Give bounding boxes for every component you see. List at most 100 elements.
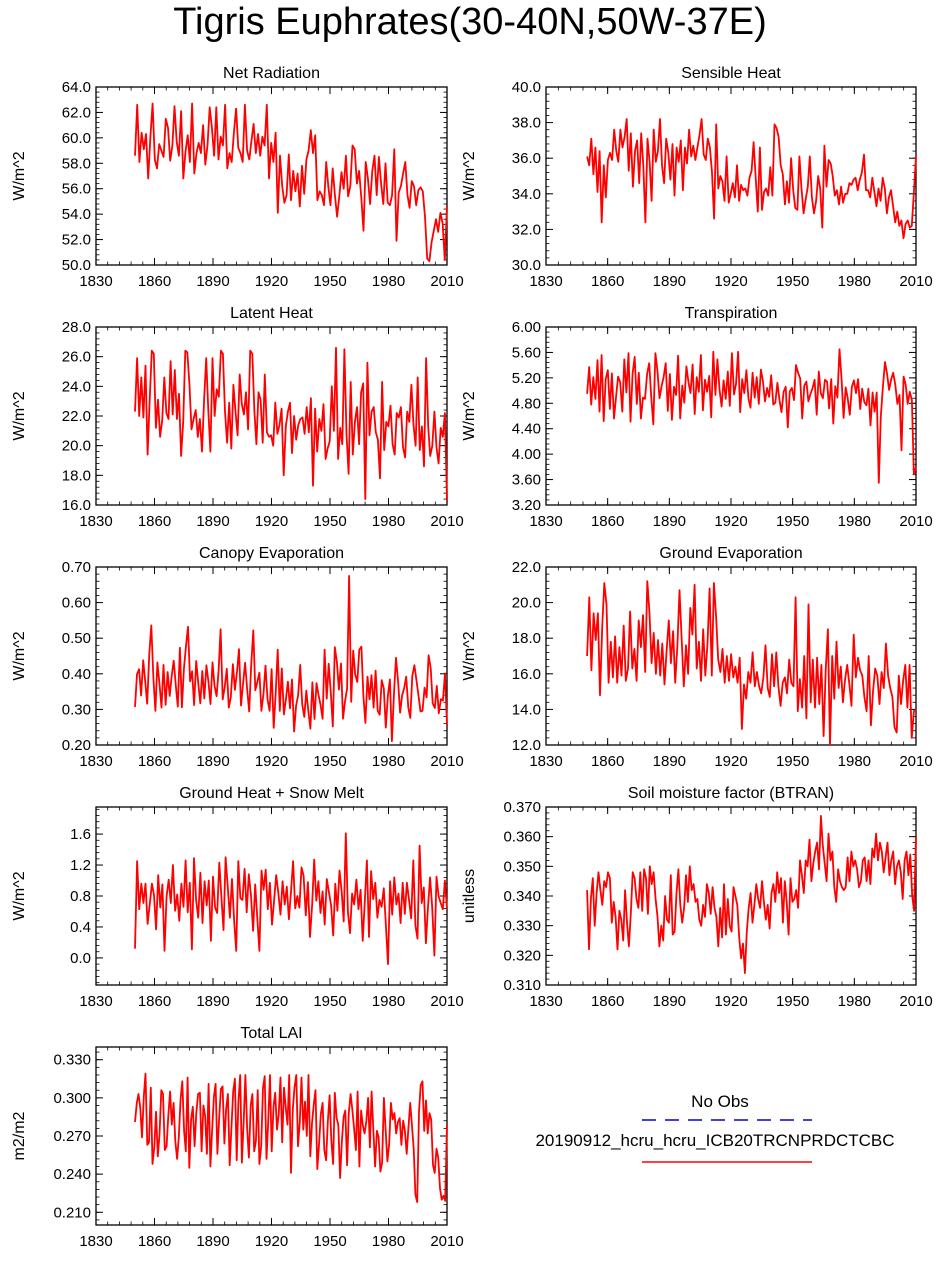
x-tick-label: 1890 xyxy=(653,993,686,1010)
chart-total-lai: Total LAI m2/m2 0.210 0.240 0.270 0.300 0.330 1… xyxy=(11,1025,464,1250)
x-tick-label: 2010 xyxy=(899,513,932,530)
x-tick-label: 2010 xyxy=(430,753,463,770)
y-tick-label: 3.60 xyxy=(512,472,541,489)
chart-title: Ground Heat + Snow Melt xyxy=(179,785,364,802)
series-line-ground-heat-snow-melt xyxy=(134,832,448,965)
x-tick-label: 1890 xyxy=(196,993,229,1010)
x-tick-label: 1920 xyxy=(255,753,288,770)
series-line-transpiration xyxy=(586,348,917,484)
x-tick-label: 2010 xyxy=(430,1233,463,1250)
x-tick-label: 1920 xyxy=(714,513,747,530)
x-tick-label: 1830 xyxy=(529,993,562,1010)
x-tick-label: 1950 xyxy=(776,513,809,530)
series-line-soil-moisture-factor-btran xyxy=(586,815,917,974)
chart-latent-heat: Latent Heat W/m^2 16.0 18.0 20.0 22.0 24.0 26.0… xyxy=(11,305,464,530)
y-tick-label: 0.20 xyxy=(62,737,91,754)
y-tick-label: 28.0 xyxy=(62,319,91,336)
x-tick-label: 2010 xyxy=(899,993,932,1010)
y-tick-label: 0.70 xyxy=(62,559,91,576)
chart-title: Latent Heat xyxy=(230,305,313,322)
x-tick-label: 1860 xyxy=(138,1233,171,1250)
y-tick-label: 0.300 xyxy=(53,1090,91,1107)
x-tick-label: 1830 xyxy=(79,273,112,290)
series-line-canopy-evaporation xyxy=(134,575,448,742)
x-tick-label: 2010 xyxy=(430,993,463,1010)
x-tick-label: 1980 xyxy=(372,513,405,530)
y-tick-label: 52.0 xyxy=(62,232,91,249)
y-tick-label: 3.20 xyxy=(512,497,541,514)
legend-case-label: 20190912_hcru_hcru_ICB20TRCNPRDCTCBC xyxy=(535,1131,895,1150)
y-tick-label: 1.6 xyxy=(70,826,91,843)
y-tick-label: 0.8 xyxy=(70,888,91,905)
x-tick-label: 1950 xyxy=(313,993,346,1010)
x-tick-label: 1860 xyxy=(591,513,624,530)
x-tick-label: 1890 xyxy=(196,513,229,530)
y-tick-label: 6.00 xyxy=(512,319,541,336)
x-tick-label: 1890 xyxy=(653,753,686,770)
y-tick-label: 0.350 xyxy=(503,858,541,875)
y-tick-label: 12.0 xyxy=(512,737,541,754)
x-tick-label: 1920 xyxy=(714,273,747,290)
x-tick-label: 1860 xyxy=(138,513,171,530)
y-tick-label: 18.0 xyxy=(62,467,91,484)
x-tick-label: 2010 xyxy=(430,273,463,290)
x-tick-label: 1980 xyxy=(838,513,871,530)
chart-soil-moisture-factor-btran: Soil moisture factor (BTRAN) unitless 0.31… xyxy=(461,785,933,1010)
y-tick-label: 5.20 xyxy=(512,370,541,387)
chart-title: Total LAI xyxy=(240,1025,302,1042)
y-tick-label: 0.210 xyxy=(53,1204,91,1221)
chart-ground-evaporation: Ground Evaporation W/m^2 12.0 14.0 16.0 18.0 2… xyxy=(461,545,933,770)
y-tick-label: 20.0 xyxy=(512,595,541,612)
x-tick-label: 1890 xyxy=(196,1233,229,1250)
y-tick-label: 14.0 xyxy=(512,701,541,718)
main-title: Tigris Euphrates(30-40N,50W-37E) xyxy=(173,1,767,43)
y-tick-label: 0.330 xyxy=(503,918,541,935)
chart-title: Soil moisture factor (BTRAN) xyxy=(628,785,834,802)
y-tick-label: 4.00 xyxy=(512,446,541,463)
y-tick-label: 60.0 xyxy=(62,130,91,147)
y-tick-label: 0.360 xyxy=(503,829,541,846)
legend-obs-label: No Obs xyxy=(691,1092,749,1111)
x-tick-label: 1830 xyxy=(79,513,112,530)
y-tick-label: 22.0 xyxy=(62,408,91,425)
y-tick-label: 58.0 xyxy=(62,155,91,172)
y-tick-label: 0.310 xyxy=(503,977,541,994)
y-axis-label: W/m^2 xyxy=(11,871,28,920)
x-tick-label: 2010 xyxy=(430,513,463,530)
y-tick-label: 32.0 xyxy=(512,221,541,238)
x-tick-label: 1920 xyxy=(714,753,747,770)
x-tick-label: 1950 xyxy=(313,753,346,770)
y-tick-label: 0.50 xyxy=(62,630,91,647)
y-tick-label: 1.2 xyxy=(70,857,91,874)
y-tick-label: 0.320 xyxy=(503,947,541,964)
x-tick-label: 1830 xyxy=(529,513,562,530)
x-tick-label: 1890 xyxy=(196,753,229,770)
x-tick-label: 1920 xyxy=(255,273,288,290)
y-tick-label: 0.0 xyxy=(70,950,91,967)
chart-ground-heat-snow-melt: Ground Heat + Snow Melt W/m^2 0.0 0.4 0.8 1.2… xyxy=(11,785,464,1010)
y-tick-label: 38.0 xyxy=(512,115,541,132)
y-tick-label: 54.0 xyxy=(62,206,91,223)
x-tick-label: 2010 xyxy=(899,273,932,290)
x-tick-label: 1920 xyxy=(255,993,288,1010)
chart-title: Sensible Heat xyxy=(681,65,781,82)
x-tick-label: 1980 xyxy=(372,753,405,770)
chart-title: Transpiration xyxy=(685,305,778,322)
x-tick-label: 1950 xyxy=(313,273,346,290)
y-tick-label: 4.40 xyxy=(512,421,541,438)
x-tick-label: 1950 xyxy=(776,273,809,290)
y-tick-label: 22.0 xyxy=(512,559,541,576)
x-tick-label: 1860 xyxy=(591,993,624,1010)
y-axis-label: m2/m2 xyxy=(11,1111,28,1160)
x-tick-label: 1830 xyxy=(79,1233,112,1250)
chart-title: Ground Evaporation xyxy=(659,545,802,562)
y-tick-label: 16.0 xyxy=(512,666,541,683)
x-tick-label: 1860 xyxy=(138,993,171,1010)
x-tick-label: 2010 xyxy=(899,753,932,770)
y-axis-label: W/m^2 xyxy=(11,391,28,440)
y-tick-label: 40.0 xyxy=(512,79,541,96)
x-tick-label: 1890 xyxy=(653,273,686,290)
y-tick-label: 0.40 xyxy=(62,666,91,683)
y-tick-label: 34.0 xyxy=(512,186,541,203)
